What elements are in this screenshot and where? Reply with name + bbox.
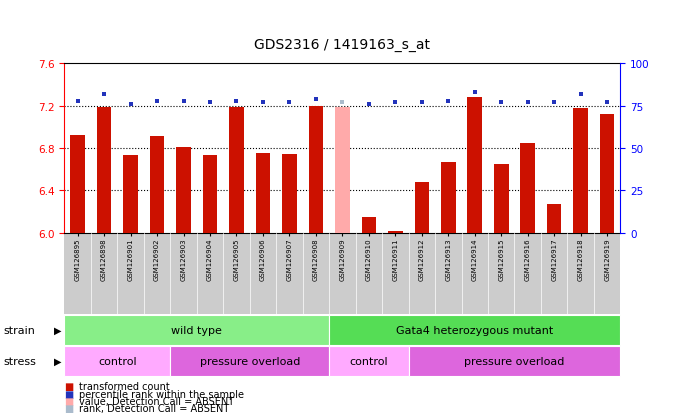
- Bar: [414, 183, 429, 233]
- Text: GDS2316 / 1419163_s_at: GDS2316 / 1419163_s_at: [254, 38, 431, 52]
- Text: ■: ■: [64, 396, 74, 406]
- Text: stress: stress: [3, 356, 36, 366]
- Text: transformed count: transformed count: [79, 381, 170, 391]
- Text: strain: strain: [3, 325, 35, 335]
- Bar: [123, 156, 138, 233]
- Bar: [282, 155, 297, 233]
- Bar: [229, 107, 244, 233]
- Bar: [547, 205, 561, 233]
- Bar: [256, 154, 271, 233]
- Text: value, Detection Call = ABSENT: value, Detection Call = ABSENT: [79, 396, 235, 406]
- Text: rank, Detection Call = ABSENT: rank, Detection Call = ABSENT: [79, 404, 230, 413]
- Bar: [600, 115, 614, 233]
- Text: ■: ■: [64, 381, 74, 391]
- Bar: [468, 98, 482, 233]
- Text: Gata4 heterozygous mutant: Gata4 heterozygous mutant: [396, 325, 553, 335]
- Bar: [521, 143, 535, 233]
- Bar: [388, 231, 403, 233]
- Bar: [150, 137, 164, 233]
- Bar: [97, 107, 111, 233]
- Bar: [203, 156, 217, 233]
- Bar: [71, 136, 85, 233]
- Text: percentile rank within the sample: percentile rank within the sample: [79, 389, 244, 399]
- Text: ■: ■: [64, 404, 74, 413]
- Text: pressure overload: pressure overload: [464, 356, 565, 366]
- Text: ▶: ▶: [54, 325, 61, 335]
- Bar: [494, 164, 508, 233]
- Text: control: control: [98, 356, 137, 366]
- Bar: [335, 107, 350, 233]
- Text: wild type: wild type: [172, 325, 222, 335]
- Bar: [361, 218, 376, 233]
- Text: ■: ■: [64, 389, 74, 399]
- Bar: [441, 162, 456, 233]
- Bar: [308, 106, 323, 233]
- Text: pressure overload: pressure overload: [199, 356, 300, 366]
- Bar: [176, 147, 191, 233]
- Text: ▶: ▶: [54, 356, 61, 366]
- Text: control: control: [350, 356, 388, 366]
- Bar: [574, 109, 588, 233]
